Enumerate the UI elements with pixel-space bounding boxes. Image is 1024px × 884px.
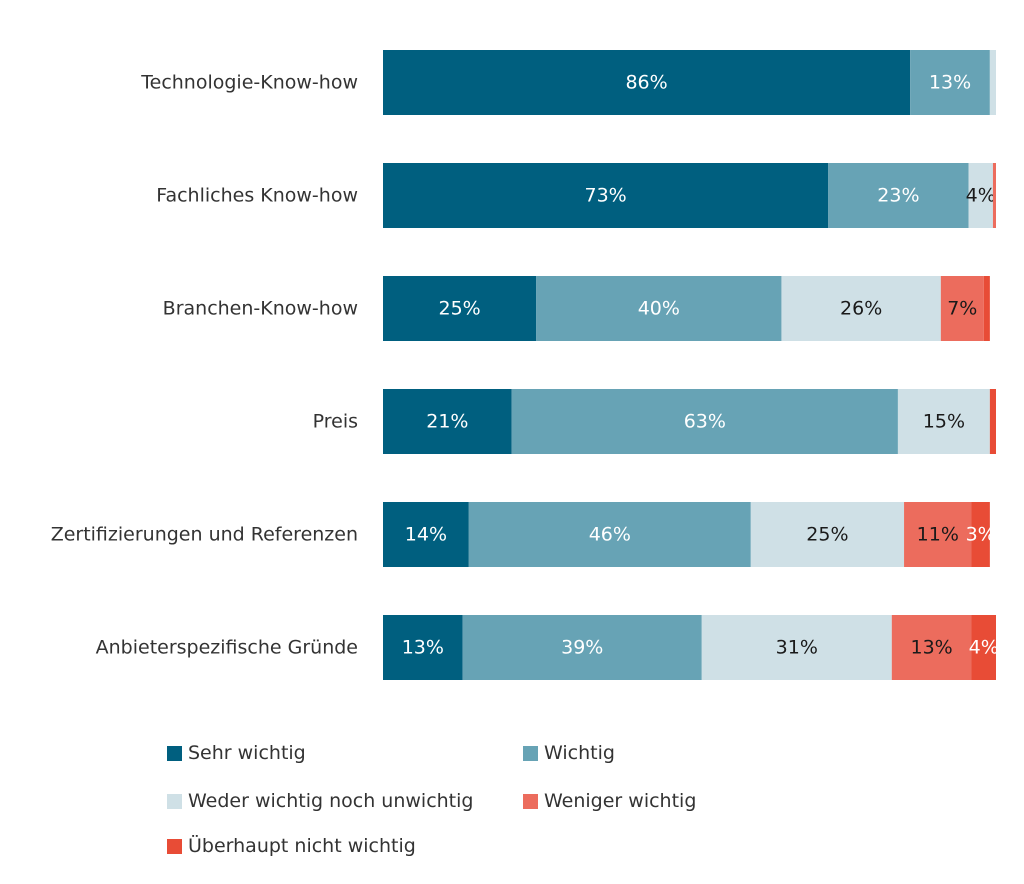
data-label-sehr-wichtig-branchen-know-how: 25% xyxy=(439,298,481,320)
data-label-wichtig-technologie-know-how: 13% xyxy=(929,72,971,94)
data-label-weniger-wichtig-zertifizierungen-und-referenzen: 11% xyxy=(917,524,959,546)
bar-segment-weder-wichtig-noch-unwichtig-technologie-know-how xyxy=(989,50,996,115)
bar-segment-weder-wichtig-noch-unwichtig-preis xyxy=(897,389,990,454)
legend-swatch-weniger-wichtig xyxy=(523,794,538,809)
legend-label-weder-wichtig-noch-unwichtig: Weder wichtig noch unwichtig xyxy=(188,790,473,812)
category-label-technologie-know-how: Technologie-Know-how xyxy=(140,72,358,94)
legend-label-sehr-wichtig: Sehr wichtig xyxy=(188,742,306,764)
bar-segment-weder-wichtig-noch-unwichtig-branchen-know-how xyxy=(781,276,941,341)
data-label-wichtig-preis: 63% xyxy=(684,411,726,433)
data-label-weder-wichtig-noch-unwichtig-preis: 15% xyxy=(923,411,965,433)
legend-swatch-wichtig xyxy=(523,746,538,761)
data-label-wichtig-zertifizierungen-und-referenzen: 46% xyxy=(589,524,631,546)
bar-segment-sehr-wichtig-preis xyxy=(383,389,512,454)
bar-segment-weder-wichtig-noch-unwichtig-zertifizierungen-und-referenzen xyxy=(750,502,905,567)
data-label-sehr-wichtig-anbieterspezifische-gruende: 13% xyxy=(402,637,444,659)
legend: Sehr wichtig Wichtig Weder wichtig noch un… xyxy=(167,742,696,857)
bar-segment-weniger-wichtig-branchen-know-how xyxy=(940,276,984,341)
category-label-branchen-know-how: Branchen-Know-how xyxy=(163,298,358,320)
category-label-fachliches-know-how: Fachliches Know-how xyxy=(156,185,358,207)
legend-item-sehr-wichtig: Sehr wichtig xyxy=(167,742,306,764)
category-label-preis: Preis xyxy=(313,411,358,433)
bar-segment-sehr-wichtig-branchen-know-how xyxy=(383,276,537,341)
bar-segment-wichtig-zertifizierungen-und-referenzen xyxy=(468,502,751,567)
bar-segment-weder-wichtig-noch-unwichtig-fachliches-know-how xyxy=(968,163,993,228)
bar-segment-ueberhaupt-nicht-wichtig-preis xyxy=(989,389,996,454)
bar-segment-wichtig-technologie-know-how xyxy=(910,50,990,115)
bar-segment-weniger-wichtig-fachliches-know-how xyxy=(992,163,996,228)
bar-segment-ueberhaupt-nicht-wichtig-branchen-know-how xyxy=(983,276,990,341)
data-label-weder-wichtig-noch-unwichtig-fachliches-know-how: 4% xyxy=(966,185,996,207)
data-label-ueberhaupt-nicht-wichtig-zertifizierungen-und-referenzen: 3% xyxy=(966,524,996,546)
data-label-weder-wichtig-noch-unwichtig-branchen-know-how: 26% xyxy=(840,298,882,320)
legend-label-ueberhaupt-nicht-wichtig: Überhaupt nicht wichtig xyxy=(188,834,416,857)
category-label-zertifizierungen-und-referenzen: Zertifizierungen und Referenzen xyxy=(51,524,358,546)
bars-layer: 86% 13% 73% 23% 4% 25% 40% 26% 7% 21% 63% 15% 14% 46%… xyxy=(383,50,999,680)
bar-segment-wichtig-branchen-know-how xyxy=(536,276,782,341)
legend-label-weniger-wichtig: Weniger wichtig xyxy=(544,790,696,812)
legend-item-ueberhaupt-nicht-wichtig: Überhaupt nicht wichtig xyxy=(167,834,416,857)
legend-item-wichtig: Wichtig xyxy=(523,742,615,764)
bar-segment-wichtig-anbieterspezifische-gruende xyxy=(462,615,702,680)
bar-segment-weniger-wichtig-anbieterspezifische-gruende xyxy=(891,615,972,680)
data-label-wichtig-anbieterspezifische-gruende: 39% xyxy=(561,637,603,659)
data-label-weder-wichtig-noch-unwichtig-zertifizierungen-und-referenzen: 25% xyxy=(806,524,848,546)
bar-segment-sehr-wichtig-fachliches-know-how xyxy=(383,163,829,228)
legend-swatch-ueberhaupt-nicht-wichtig xyxy=(167,839,182,854)
legend-item-weder-wichtig-noch-unwichtig: Weder wichtig noch unwichtig xyxy=(167,790,473,812)
bar-segment-sehr-wichtig-anbieterspezifische-gruende xyxy=(383,615,463,680)
bar-segment-weder-wichtig-noch-unwichtig-anbieterspezifische-gruende xyxy=(701,615,892,680)
bar-segment-weniger-wichtig-zertifizierungen-und-referenzen xyxy=(904,502,972,567)
legend-swatch-weder-wichtig-noch-unwichtig xyxy=(167,794,182,809)
bar-segment-sehr-wichtig-technologie-know-how xyxy=(383,50,911,115)
data-label-weniger-wichtig-branchen-know-how: 7% xyxy=(947,298,977,320)
category-labels: Technologie-Know-how Fachliches Know-how B… xyxy=(51,72,358,659)
data-label-sehr-wichtig-technologie-know-how: 86% xyxy=(625,72,667,94)
legend-swatch-sehr-wichtig xyxy=(167,746,182,761)
bar-segment-ueberhaupt-nicht-wichtig-anbieterspezifische-gruende xyxy=(971,615,996,680)
data-label-weniger-wichtig-anbieterspezifische-gruende: 13% xyxy=(911,637,953,659)
bar-segment-ueberhaupt-nicht-wichtig-zertifizierungen-und-referenzen xyxy=(971,502,990,567)
data-label-wichtig-branchen-know-how: 40% xyxy=(638,298,680,320)
bar-segment-wichtig-fachliches-know-how xyxy=(828,163,969,228)
bar-segment-wichtig-preis xyxy=(511,389,898,454)
data-label-wichtig-fachliches-know-how: 23% xyxy=(877,185,919,207)
data-label-sehr-wichtig-preis: 21% xyxy=(426,411,468,433)
legend-item-weniger-wichtig: Weniger wichtig xyxy=(523,790,696,812)
data-label-weder-wichtig-noch-unwichtig-anbieterspezifische-gruende: 31% xyxy=(776,637,818,659)
data-label-sehr-wichtig-fachliches-know-how: 73% xyxy=(585,185,627,207)
category-label-anbieterspezifische-gruende: Anbieterspezifische Gründe xyxy=(96,637,358,659)
bar-segment-sehr-wichtig-zertifizierungen-und-referenzen xyxy=(383,502,469,567)
legend-label-wichtig: Wichtig xyxy=(544,742,615,764)
data-label-sehr-wichtig-zertifizierungen-und-referenzen: 14% xyxy=(405,524,447,546)
data-label-ueberhaupt-nicht-wichtig-anbieterspezifische-gruende: 4% xyxy=(969,637,999,659)
